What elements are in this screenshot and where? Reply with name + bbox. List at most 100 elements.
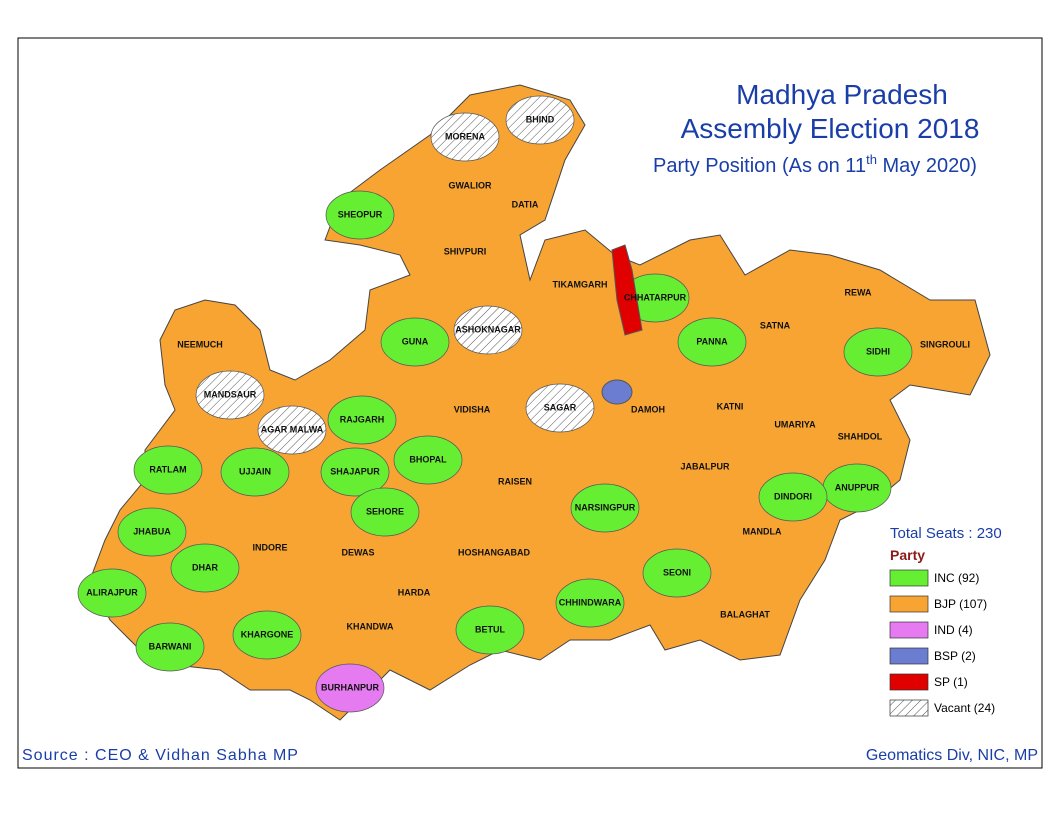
district-label: SEHORE xyxy=(366,506,404,516)
district-label: DEWAS xyxy=(341,547,374,557)
district-label: KHANDWA xyxy=(347,621,394,631)
district-label: SHIVPURI xyxy=(444,246,487,256)
legend-label: IND (4) xyxy=(934,623,973,637)
legend-label: Vacant (24) xyxy=(934,701,995,715)
legend-title: Party xyxy=(890,547,925,563)
district-label: CHHINDWARA xyxy=(559,597,622,607)
legend-swatch xyxy=(889,673,929,691)
district-area xyxy=(220,447,290,497)
district-label: UJJAIN xyxy=(239,466,271,476)
legend-label: SP (1) xyxy=(934,675,968,689)
district-area xyxy=(430,112,500,162)
district-area xyxy=(611,244,643,336)
district-area xyxy=(327,395,397,445)
district-area xyxy=(758,472,828,522)
district-label: NARSINGPUR xyxy=(575,502,636,512)
credit: Geomatics Div, NIC, MP xyxy=(866,747,1038,764)
district-area xyxy=(350,487,420,537)
district-area xyxy=(393,435,463,485)
district-area xyxy=(642,548,712,598)
district-label: MANDLA xyxy=(743,526,782,536)
district-label: DHAR xyxy=(192,562,218,572)
legend-swatch xyxy=(889,595,929,613)
subtitle: Party Position (As on 11th May 2020) xyxy=(653,152,977,177)
district-label: BURHANPUR xyxy=(321,682,379,692)
title: Assembly Election 2018 xyxy=(681,113,980,144)
total-seats: Total Seats : 230 xyxy=(890,525,1002,542)
district-area xyxy=(601,379,633,405)
district-label: KHARGONE xyxy=(241,629,294,639)
district-label: TIKAMGARH xyxy=(553,279,608,289)
district-label: SHEOPUR xyxy=(338,209,383,219)
district-label: SHAHDOL xyxy=(838,431,883,441)
district-label: BETUL xyxy=(475,624,505,634)
district-label: DAMOH xyxy=(631,404,665,414)
district-area xyxy=(315,663,385,713)
district-area xyxy=(453,305,523,355)
district-area xyxy=(380,317,450,367)
district-label: HARDA xyxy=(398,587,431,597)
district-label: MANDSAUR xyxy=(204,389,257,399)
district-area xyxy=(135,622,205,672)
district-label: SHAJAPUR xyxy=(330,466,380,476)
district-label: RAISEN xyxy=(498,476,532,486)
district-label: ALIRAJPUR xyxy=(86,587,138,597)
district-label: PANNA xyxy=(696,336,728,346)
district-label: DATIA xyxy=(512,199,539,209)
district-label: SIDHI xyxy=(866,346,890,356)
district-area xyxy=(320,447,390,497)
legend-swatch xyxy=(889,621,929,639)
district-area xyxy=(505,95,575,145)
legend-label: BJP (107) xyxy=(934,597,987,611)
legend-swatch xyxy=(889,699,929,717)
district-area xyxy=(257,405,327,455)
district-label: JABALPUR xyxy=(680,461,730,471)
district-label: SEONI xyxy=(663,567,691,577)
district-label: MORENA xyxy=(445,131,485,141)
district-label: DINDORI xyxy=(774,491,812,501)
district-label: CHHATARPUR xyxy=(624,292,687,302)
district-label: RAJGARH xyxy=(340,414,385,424)
legend-label: BSP (2) xyxy=(934,649,976,663)
district-label: GWALIOR xyxy=(449,180,492,190)
district-area xyxy=(525,383,595,433)
district-label: SAGAR xyxy=(544,402,577,412)
district-label: AGAR MALWA xyxy=(261,424,324,434)
subtitle-sup: th xyxy=(866,152,877,167)
district-label: KATNI xyxy=(717,401,744,411)
district-area xyxy=(677,317,747,367)
legend-swatch xyxy=(889,569,929,587)
district-area xyxy=(77,568,147,618)
district-area xyxy=(232,610,302,660)
district-area xyxy=(455,605,525,655)
district-label: SINGROULI xyxy=(920,339,970,349)
district-label: ANUPPUR xyxy=(835,482,880,492)
district-label: SATNA xyxy=(760,320,791,330)
legend-swatch xyxy=(889,647,929,665)
source: Source : CEO & Vidhan Sabha MP xyxy=(22,747,299,764)
district-label: GUNA xyxy=(402,336,429,346)
district-area xyxy=(555,578,625,628)
district-area xyxy=(843,327,913,377)
district-label: REWA xyxy=(845,287,873,297)
district-area xyxy=(195,370,265,420)
district-label: BALAGHAT xyxy=(720,609,770,619)
district-label: BHIND xyxy=(526,114,555,124)
district-label: RATLAM xyxy=(149,464,186,474)
district-label: VIDISHA xyxy=(454,404,491,414)
state-map xyxy=(77,84,991,721)
district-area xyxy=(117,507,187,557)
district-area xyxy=(325,190,395,240)
district-area xyxy=(133,445,203,495)
district-label: BHOPAL xyxy=(409,454,447,464)
district-label: INDORE xyxy=(252,542,287,552)
district-label: ASHOKNAGAR xyxy=(455,324,521,334)
district-label: HOSHANGABAD xyxy=(458,547,531,557)
district-label: BARWANI xyxy=(149,641,192,651)
district-label: UMARIYA xyxy=(774,419,816,429)
district-label: NEEMUCH xyxy=(177,339,223,349)
title: Madhya Pradesh xyxy=(736,79,948,110)
district-label: JHABUA xyxy=(133,526,171,536)
district-area xyxy=(570,483,640,533)
